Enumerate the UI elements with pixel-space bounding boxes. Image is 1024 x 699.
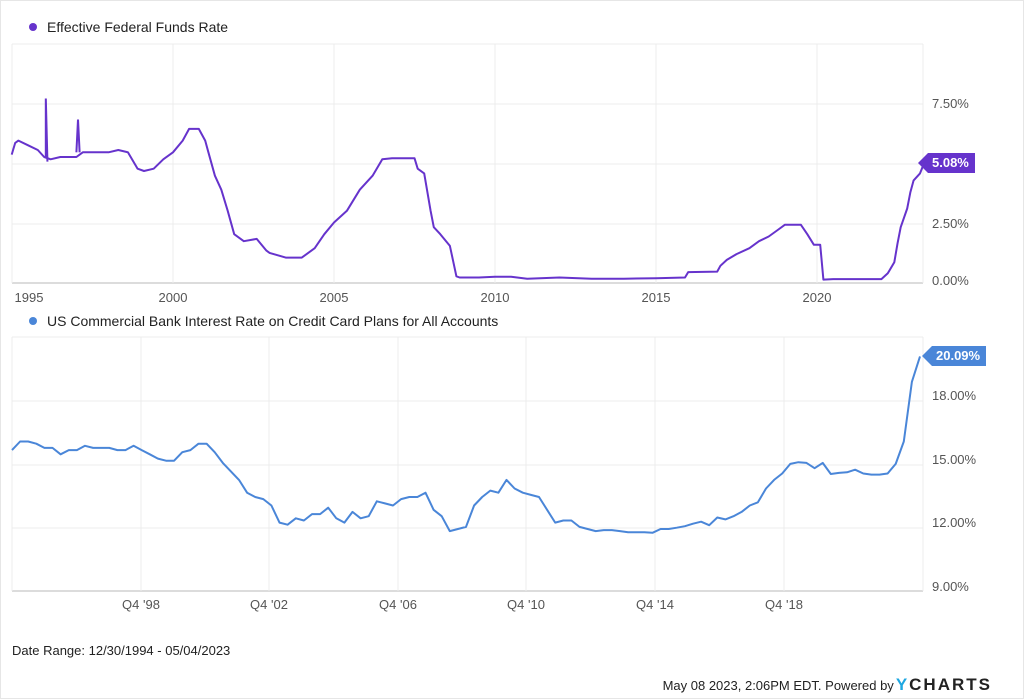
y-tick-label: 18.00% bbox=[932, 388, 977, 403]
x-tick-label: Q4 '10 bbox=[507, 597, 545, 612]
legend-label: US Commercial Bank Interest Rate on Cred… bbox=[47, 313, 499, 329]
x-tick-label: 2020 bbox=[802, 290, 832, 305]
y-tick-label: 9.00% bbox=[932, 579, 969, 594]
y-tick-label: 15.00% bbox=[932, 452, 977, 467]
timestamp: May 08 2023, 2:06PM EDT. Powered by bbox=[662, 678, 894, 693]
x-tick-label: Q4 '18 bbox=[765, 597, 803, 612]
x-tick-label: 1995 bbox=[14, 290, 44, 305]
x-tick-label: Q4 '98 bbox=[122, 597, 160, 612]
date-range: Date Range: 12/30/1994 - 05/04/2023 bbox=[12, 643, 231, 658]
y-tick-label: 0.00% bbox=[932, 273, 969, 288]
ycharts-logo[interactable]: YCHARTS bbox=[895, 675, 992, 694]
x-tick-label: 2000 bbox=[158, 290, 188, 305]
last-value-badge-fed: 5.08% bbox=[918, 153, 975, 173]
legend-label: Effective Federal Funds Rate bbox=[47, 19, 229, 35]
x-tick-label: 2015 bbox=[641, 290, 671, 305]
last-value-badge-cc: 20.09% bbox=[921, 346, 987, 366]
legend-dot-icon bbox=[29, 317, 37, 325]
x-tick-label: Q4 '14 bbox=[636, 597, 674, 612]
legend-dot-icon bbox=[29, 23, 37, 31]
y-tick-label: 2.50% bbox=[932, 216, 969, 231]
y-tick-label: 7.50% bbox=[932, 96, 969, 111]
x-tick-label: 2005 bbox=[319, 290, 349, 305]
y-tick-label: 12.00% bbox=[932, 515, 977, 530]
footer-attribution: May 08 2023, 2:06PM EDT. Powered by YCHA… bbox=[663, 675, 992, 695]
x-tick-label: Q4 '02 bbox=[250, 597, 288, 612]
legend-fed-funds[interactable]: Effective Federal Funds Rate bbox=[29, 19, 228, 35]
x-tick-label: 2010 bbox=[480, 290, 510, 305]
x-tick-label: Q4 '06 bbox=[379, 597, 417, 612]
legend-credit-card[interactable]: US Commercial Bank Interest Rate on Cred… bbox=[29, 313, 498, 329]
